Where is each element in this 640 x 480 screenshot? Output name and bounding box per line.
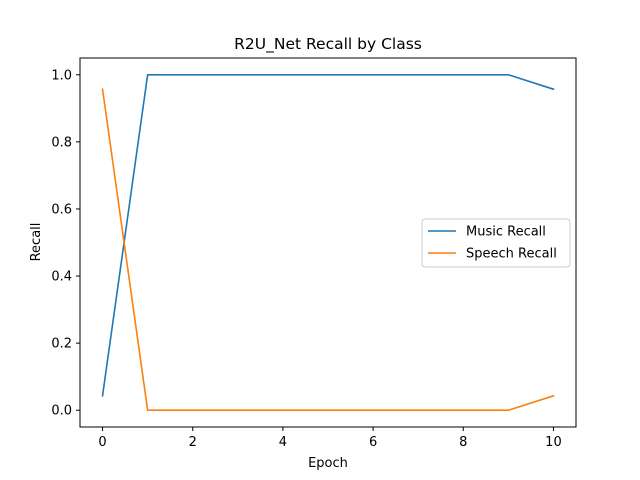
x-tick-label: 2 xyxy=(189,435,197,450)
x-tick-label: 0 xyxy=(98,435,106,450)
x-axis-label: Epoch xyxy=(308,456,348,471)
y-axis-label: Recall xyxy=(29,223,44,262)
series-line-speech-recall xyxy=(101,88,555,412)
plot-area-frame xyxy=(79,57,577,428)
chart-title: R2U_Net Recall by Class xyxy=(234,35,422,54)
legend-box xyxy=(421,218,571,268)
y-axis-ticks: 0.0 0.2 0.4 0.6 0.8 1.0 xyxy=(51,68,80,419)
y-tick-label: 0.4 xyxy=(51,270,72,285)
x-axis-ticks: 0 2 4 6 8 10 xyxy=(98,427,562,450)
x-tick-label: 10 xyxy=(545,435,562,450)
x-tick-label: 8 xyxy=(459,435,467,450)
y-tick-label: 0.6 xyxy=(51,202,72,217)
series-line-music-recall xyxy=(101,73,555,397)
legend-label-music-recall: Music Recall xyxy=(466,225,546,240)
y-tick-label: 1.0 xyxy=(51,68,72,83)
x-tick-label: 4 xyxy=(279,435,287,450)
y-tick-label: 0.0 xyxy=(51,404,72,419)
y-tick-label: 0.2 xyxy=(51,337,72,352)
series-layer xyxy=(101,73,555,412)
legend-label-speech-recall: Speech Recall xyxy=(466,247,557,262)
y-tick-label: 0.8 xyxy=(51,135,72,150)
legend: Music Recall Speech Recall xyxy=(421,218,571,268)
x-tick-label: 6 xyxy=(369,435,377,450)
